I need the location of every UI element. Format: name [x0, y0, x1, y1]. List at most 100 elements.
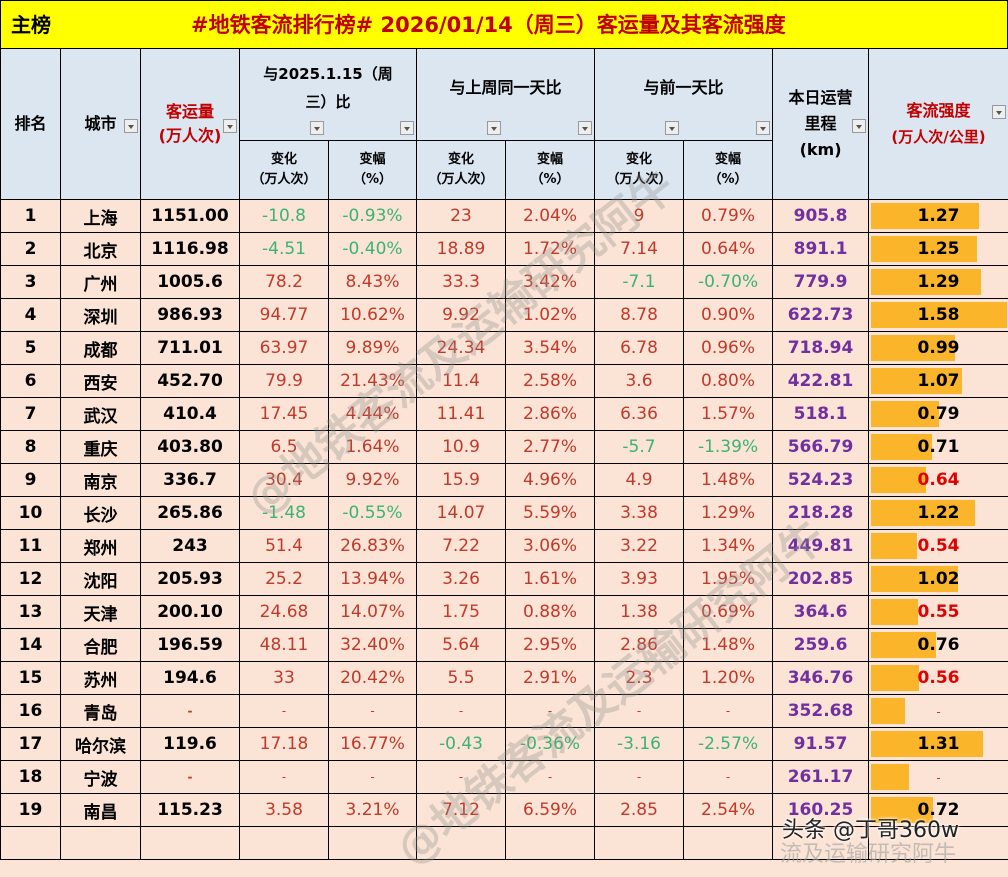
rank-cell: 13: [1, 596, 61, 629]
city-filter-dropdown-icon[interactable]: [124, 119, 138, 133]
header-intensity: 客流强度 (万人次/公里): [869, 49, 1008, 200]
vs-last-week-pct-dropdown-icon[interactable]: [578, 121, 592, 135]
intensity-cell: -: [869, 761, 1008, 794]
d-pct-cell: -: [684, 695, 773, 728]
header-pct: 变幅（%）: [684, 141, 773, 200]
header-change: 变化（万人次）: [417, 141, 506, 200]
mileage-filter-dropdown-icon[interactable]: [852, 119, 866, 133]
intensity-cell: 0.56: [869, 662, 1008, 695]
volume-cell: 711.01: [141, 332, 240, 365]
vs-prev-day-change-dropdown-icon[interactable]: [665, 121, 679, 135]
mileage-cell: 566.79: [773, 431, 869, 464]
volume-cell: -: [141, 761, 240, 794]
header-vs-last-year: 与2025.1.15（周 三）比: [240, 49, 417, 141]
rank-cell: 14: [1, 629, 61, 662]
rank-cell: 12: [1, 563, 61, 596]
y-chg-cell: 25.2: [240, 563, 329, 596]
y-chg-cell: -: [240, 695, 329, 728]
d-pct-cell: 0.64%: [684, 233, 773, 266]
vs-last-year-pct-dropdown-icon[interactable]: [400, 121, 414, 135]
vs-prev-day-pct-dropdown-icon[interactable]: [756, 121, 770, 135]
y-chg-cell: -1.48: [240, 497, 329, 530]
volume-cell: 1005.6: [141, 266, 240, 299]
w-chg-cell: 11.4: [417, 365, 506, 398]
header-volume: 客运量 (万人次): [141, 49, 240, 200]
volume-cell: 243: [141, 530, 240, 563]
header-mileage: 本日运营 里程 (km): [773, 49, 869, 200]
mileage-cell: 352.68: [773, 695, 869, 728]
w-pct-cell: -: [506, 695, 595, 728]
title-bar: 主榜 #地铁客流排行榜# 2026/01/14（周三）客运量及其客流强度: [0, 0, 1008, 49]
empty-cell: [684, 827, 773, 860]
y-chg-cell: 33: [240, 662, 329, 695]
w-pct-cell: 3.54%: [506, 332, 595, 365]
rank-cell: 6: [1, 365, 61, 398]
header-vs-last-week: 与上周同一天比: [417, 49, 595, 141]
intensity-cell: 0.71: [869, 431, 1008, 464]
intensity-value: 1.58: [918, 305, 960, 325]
d-pct-cell: 0.96%: [684, 332, 773, 365]
header-pct: 变幅（%）: [329, 141, 417, 200]
volume-cell: 205.93: [141, 563, 240, 596]
d-pct-cell: 2.54%: [684, 794, 773, 827]
intensity-value: 1.02: [918, 569, 960, 589]
intensity-value: 0.54: [918, 536, 960, 556]
mileage-cell: 518.1: [773, 398, 869, 431]
city-cell: 南京: [61, 464, 141, 497]
w-chg-cell: -0.43: [417, 728, 506, 761]
mileage-cell: 259.6: [773, 629, 869, 662]
city-cell: 沈阳: [61, 563, 141, 596]
volume-filter-dropdown-icon[interactable]: [223, 119, 237, 133]
header-change: 变化（万人次）: [240, 141, 329, 200]
intensity-value: 0.71: [918, 437, 960, 457]
intensity-bar: [871, 665, 919, 691]
w-pct-cell: 2.04%: [506, 200, 595, 233]
y-chg-cell: 24.68: [240, 596, 329, 629]
intensity-value: 1.31: [918, 734, 960, 754]
y-pct-cell: 1.64%: [329, 431, 417, 464]
d-chg-cell: -: [595, 695, 684, 728]
vs-last-year-change-dropdown-icon[interactable]: [310, 121, 324, 135]
w-pct-cell: 1.72%: [506, 233, 595, 266]
d-chg-cell: 8.78: [595, 299, 684, 332]
w-chg-cell: 5.64: [417, 629, 506, 662]
city-cell: 上海: [61, 200, 141, 233]
mileage-cell: 449.81: [773, 530, 869, 563]
d-pct-cell: 0.80%: [684, 365, 773, 398]
w-pct-cell: 2.86%: [506, 398, 595, 431]
intensity-bar: [871, 599, 918, 625]
intensity-value: 1.07: [918, 371, 960, 391]
y-pct-cell: 26.83%: [329, 530, 417, 563]
rank-cell: 10: [1, 497, 61, 530]
header-city: 城市: [61, 49, 141, 200]
d-chg-cell: -3.16: [595, 728, 684, 761]
empty-cell: [61, 827, 141, 860]
intensity-cell: 1.27: [869, 200, 1008, 233]
volume-cell: 1151.00: [141, 200, 240, 233]
w-chg-cell: 5.5: [417, 662, 506, 695]
d-pct-cell: 1.57%: [684, 398, 773, 431]
y-pct-cell: -: [329, 695, 417, 728]
w-chg-cell: 7.22: [417, 530, 506, 563]
vs-last-week-change-dropdown-icon[interactable]: [487, 121, 501, 135]
intensity-cell: 1.58: [869, 299, 1008, 332]
city-cell: 重庆: [61, 431, 141, 464]
rank-cell: 3: [1, 266, 61, 299]
city-cell: 青岛: [61, 695, 141, 728]
mileage-cell: 718.94: [773, 332, 869, 365]
intensity-filter-dropdown-icon[interactable]: [992, 105, 1006, 119]
empty-cell: [595, 827, 684, 860]
d-chg-cell: 3.93: [595, 563, 684, 596]
mileage-cell: 905.8: [773, 200, 869, 233]
d-chg-cell: 2.3: [595, 662, 684, 695]
mileage-cell: 218.28: [773, 497, 869, 530]
w-chg-cell: 24.34: [417, 332, 506, 365]
intensity-bar: [871, 764, 909, 790]
y-pct-cell: 8.43%: [329, 266, 417, 299]
d-chg-cell: 7.14: [595, 233, 684, 266]
city-cell: 哈尔滨: [61, 728, 141, 761]
d-pct-cell: -1.39%: [684, 431, 773, 464]
